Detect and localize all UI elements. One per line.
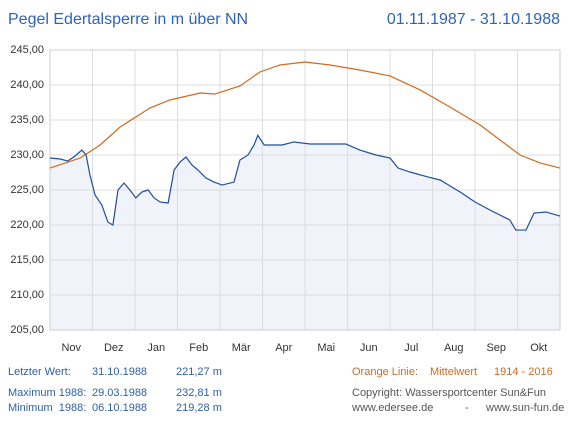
footer-label: Maximum 1988: [8, 387, 86, 399]
footer-date: 31.10.1988 [92, 366, 147, 378]
line [49, 61, 561, 169]
y-tick-label: 240,00 [10, 79, 44, 91]
website: www.sun-fun.de [485, 402, 564, 414]
y-tick-label: 245,00 [10, 44, 44, 56]
plot-area: 205,00 210,00 215,00 220,00 225,00 230,00 235,… [10, 44, 561, 354]
footer-label: Letzter Wert: [8, 366, 71, 378]
x-tick-label: Mär [232, 342, 251, 354]
legend-label: Orange Linie: [352, 366, 418, 378]
footer-value: 219,28 m [176, 402, 222, 414]
footer-date: 06.10.1988 [92, 402, 147, 414]
plot-border [49, 49, 561, 331]
y-tick-label: 220,00 [10, 219, 44, 231]
x-tick-label: Feb [189, 342, 208, 354]
chart-subtitle: 01.11.1987 - 31.10.1988 [387, 11, 560, 28]
x-tick-label: Dez [104, 342, 124, 354]
x-tick-label: Mai [317, 342, 335, 354]
x-tick-label: Sep [486, 342, 506, 354]
x-tick-label: Nov [61, 342, 81, 354]
y-tick-label: 235,00 [10, 114, 44, 126]
x-tick-label: Jul [404, 342, 418, 354]
copyright: Copyright: Wassersportcenter Sun&Fun [352, 387, 546, 399]
footer: Letzter Wert: 31.10.1988 221,27 m Maximu… [8, 366, 564, 414]
footer-value: 232,81 m [176, 387, 222, 399]
x-tick-label: Okt [530, 342, 547, 354]
y-tick-label: 215,00 [10, 254, 44, 266]
x-tick-label: Aug [444, 342, 464, 354]
y-tick-label: 205,00 [10, 324, 44, 336]
y-tick-label: 225,00 [10, 184, 44, 196]
chart-title: Pegel Edertalsperre in m über NN [8, 11, 248, 28]
footer-label: Minimum 1988: [8, 402, 86, 414]
legend-years: 1914 - 2016 [494, 366, 553, 378]
y-tick-label: 230,00 [10, 149, 44, 161]
footer-date: 29.03.1988 [92, 387, 147, 399]
y-tick-label: 210,00 [10, 289, 44, 301]
separator: - [465, 402, 469, 414]
line [49, 134, 561, 231]
x-tick-label: Jun [360, 342, 378, 354]
legend-desc: Mittelwert [430, 366, 477, 378]
x-tick-label: Jan [147, 342, 165, 354]
x-tick-label: Apr [275, 342, 292, 354]
website: www.edersee.de [351, 402, 433, 414]
footer-value: 221,27 m [176, 366, 222, 378]
